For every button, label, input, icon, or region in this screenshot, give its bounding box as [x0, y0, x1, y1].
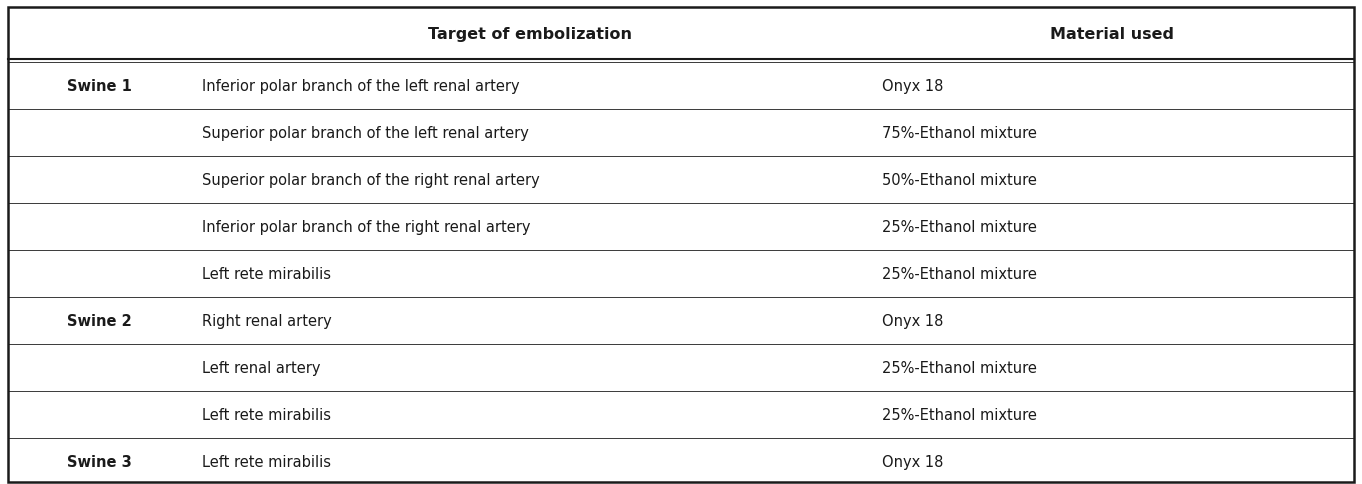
- Text: Left rete mirabilis: Left rete mirabilis: [202, 407, 331, 422]
- Text: Left rete mirabilis: Left rete mirabilis: [202, 267, 331, 281]
- Text: Swine 3: Swine 3: [67, 454, 131, 469]
- Text: Onyx 18: Onyx 18: [883, 313, 944, 328]
- Text: 25%-Ethanol mixture: 25%-Ethanol mixture: [883, 360, 1036, 375]
- Text: 25%-Ethanol mixture: 25%-Ethanol mixture: [883, 407, 1036, 422]
- Text: Left rete mirabilis: Left rete mirabilis: [202, 454, 331, 469]
- Text: Inferior polar branch of the left renal artery: Inferior polar branch of the left renal …: [202, 79, 520, 94]
- Text: 25%-Ethanol mixture: 25%-Ethanol mixture: [883, 220, 1036, 235]
- Text: Target of embolization: Target of embolization: [428, 27, 632, 42]
- Text: Inferior polar branch of the right renal artery: Inferior polar branch of the right renal…: [202, 220, 531, 235]
- Text: Left renal artery: Left renal artery: [202, 360, 320, 375]
- Text: Swine 1: Swine 1: [67, 79, 132, 94]
- Text: 75%-Ethanol mixture: 75%-Ethanol mixture: [883, 126, 1036, 141]
- Text: 50%-Ethanol mixture: 50%-Ethanol mixture: [883, 173, 1036, 188]
- Text: 25%-Ethanol mixture: 25%-Ethanol mixture: [883, 267, 1036, 281]
- Text: Superior polar branch of the left renal artery: Superior polar branch of the left renal …: [202, 126, 528, 141]
- Text: Onyx 18: Onyx 18: [883, 79, 944, 94]
- Text: Superior polar branch of the right renal artery: Superior polar branch of the right renal…: [202, 173, 539, 188]
- Text: Onyx 18: Onyx 18: [883, 454, 944, 469]
- Text: Right renal artery: Right renal artery: [202, 313, 332, 328]
- Text: Material used: Material used: [1050, 27, 1174, 42]
- Text: Swine 2: Swine 2: [67, 313, 131, 328]
